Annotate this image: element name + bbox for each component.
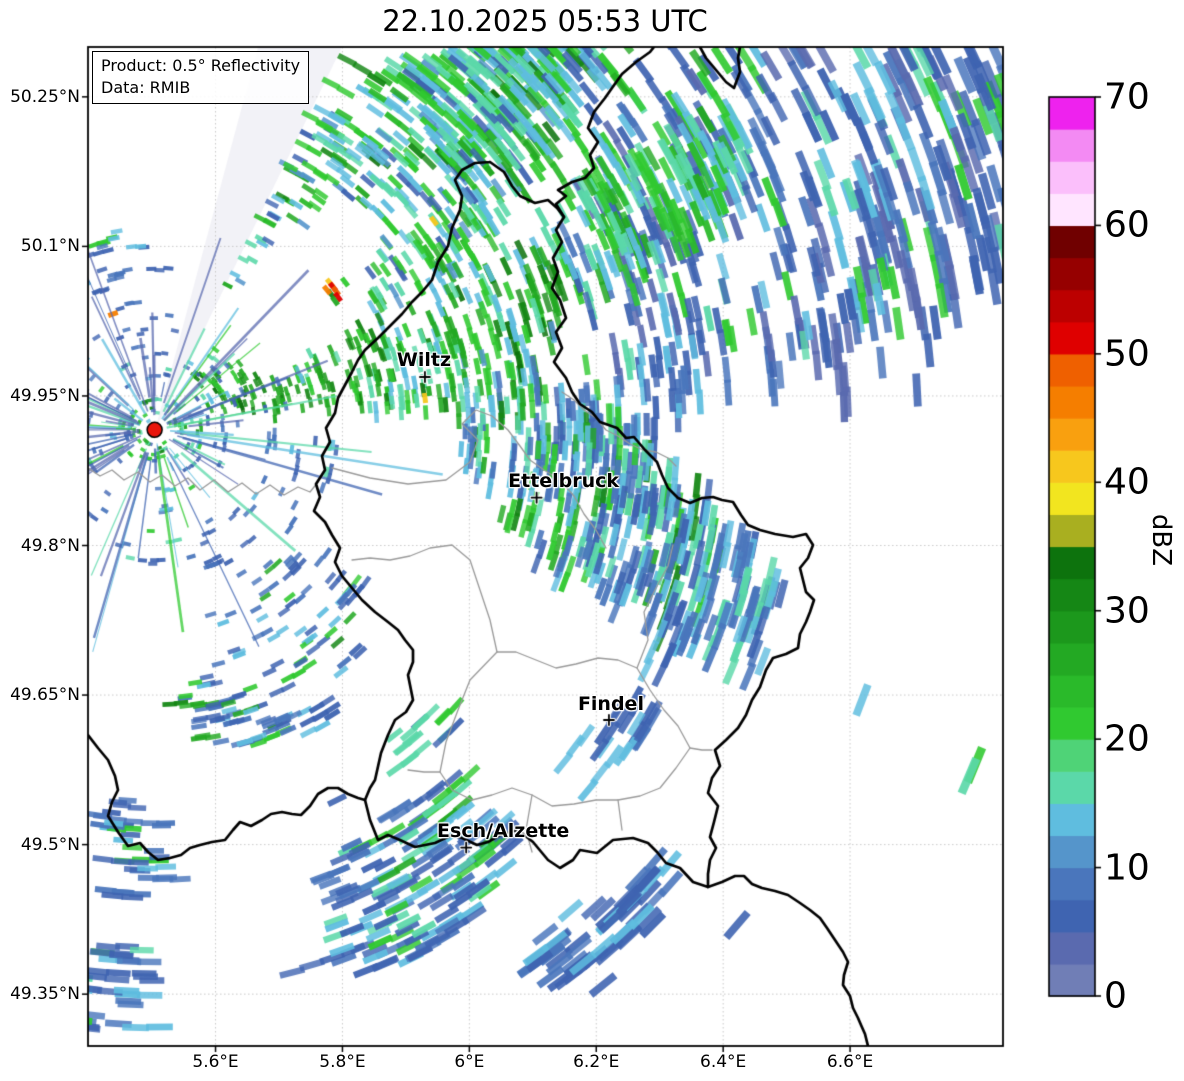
radar-map-canvas	[0, 0, 1184, 1081]
radar-figure: 22.10.2025 05:53 UTC Product: 0.5° Refle…	[0, 0, 1184, 1081]
